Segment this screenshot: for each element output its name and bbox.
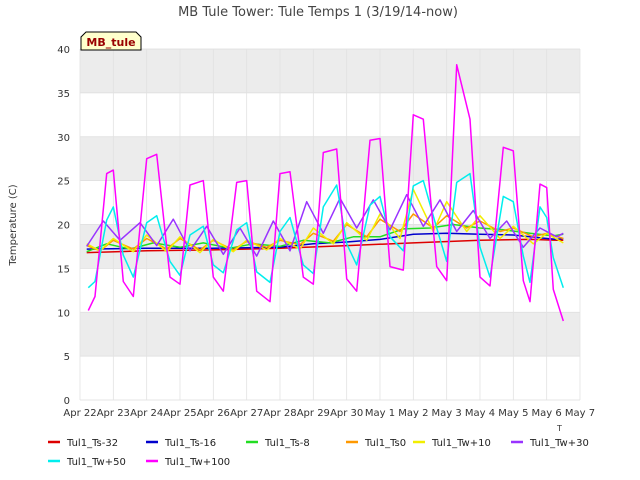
plot-band <box>80 136 580 181</box>
legend-label: Tul1_Ts-32 <box>66 438 118 449</box>
y-tick-label: 15 <box>57 264 70 275</box>
series-line-tul1-tw-30 <box>86 193 564 257</box>
x-axis-ticks: Apr 22 Apr 23 Apr 24 Apr 25 Apr 26 Apr 27 Apr … <box>63 408 595 419</box>
legend-item: Tul1_Tw+30 <box>511 438 589 449</box>
gridlines <box>79 48 581 401</box>
plot-band <box>80 92 580 137</box>
plot-band <box>80 356 580 400</box>
chart-title: MB Tule Tower: Tule Temps 1 (3/19/14-now… <box>178 5 458 20</box>
legend-item: Tul1_Ts-32 <box>48 438 118 449</box>
legend: Tul1_Ts-32 Tul1_Ts-16 Tul1_Ts-8 Tul1_Ts0 Tul… <box>48 438 589 468</box>
legend-label: Tul1_Tw+50 <box>66 457 126 468</box>
series-line-tul1-tw-100 <box>87 64 565 322</box>
legend-label: Tul1_Tw+30 <box>529 438 589 449</box>
legend-item: Tul1_Ts-8 <box>246 438 310 449</box>
x-tick-label: Apr 27 <box>230 408 263 419</box>
y-axis-ticks: 0 5 10 15 20 25 30 35 40 <box>57 45 70 407</box>
y-tick-label: 0 <box>64 396 70 407</box>
legend-label: Tul1_Ts-16 <box>164 438 216 449</box>
x-tick-label: Apr 30 <box>330 408 363 419</box>
series-layer <box>86 64 565 322</box>
series-line-tul1-ts0 <box>86 213 564 252</box>
x-tick-label: May 3 <box>432 408 462 419</box>
x-tick-label: Apr 29 <box>297 408 330 419</box>
x-tick-label: Apr 25 <box>163 408 196 419</box>
x-tick-label: May 4 <box>465 408 495 419</box>
legend-item: Tul1_Tw+10 <box>413 438 491 449</box>
y-tick-label: 30 <box>57 133 70 144</box>
station-badge-label: MB_tule <box>86 36 135 49</box>
plot-band <box>80 312 580 357</box>
y-tick-label: 25 <box>57 177 70 188</box>
legend-label: Tul1_Ts-8 <box>264 438 310 449</box>
series-line-tul1-ts-32 <box>86 238 564 254</box>
x-tick-label: May 2 <box>398 408 428 419</box>
x-tick-label: May 5 <box>498 408 528 419</box>
legend-item: Tul1_Ts0 <box>346 438 406 449</box>
legend-label: Tul1_Tw+10 <box>431 438 491 449</box>
x-tick-label: Apr 24 <box>130 408 163 419</box>
legend-item: Tul1_Tw+100 <box>146 457 230 468</box>
series-line-tul1-tw-10 <box>86 188 564 254</box>
x-tick-label: May 7 <box>565 408 595 419</box>
x-tick-label: Apr 26 <box>197 408 230 419</box>
plot-band <box>80 268 580 313</box>
x-tick-label: Apr 28 <box>263 408 296 419</box>
y-tick-label: 40 <box>57 45 70 56</box>
legend-label: Tul1_Tw+100 <box>164 457 230 468</box>
legend-item: Tul1_Tw+50 <box>48 457 126 468</box>
station-badge: MB_tule <box>80 31 142 51</box>
station-badge-box <box>80 31 142 51</box>
y-tick-label: 35 <box>57 89 70 100</box>
x-tick-label: May 6 <box>532 408 562 419</box>
legend-label: Tul1_Ts0 <box>364 438 406 449</box>
series-line-tul1-tw-50 <box>87 172 565 289</box>
x-tick-label: May 1 <box>365 408 395 419</box>
legend-item: Tul1_Ts-16 <box>146 438 216 449</box>
y-axis-label: Temperature (C) <box>8 184 19 266</box>
x-tick-label: Apr 23 <box>97 408 130 419</box>
y-tick-label: 10 <box>57 308 70 319</box>
y-tick-label: 5 <box>64 352 70 363</box>
x-axis-label-fragment: T <box>556 424 562 433</box>
plot-band <box>80 49 580 93</box>
y-tick-label: 20 <box>57 221 70 232</box>
x-tick-label: Apr 22 <box>63 408 96 419</box>
